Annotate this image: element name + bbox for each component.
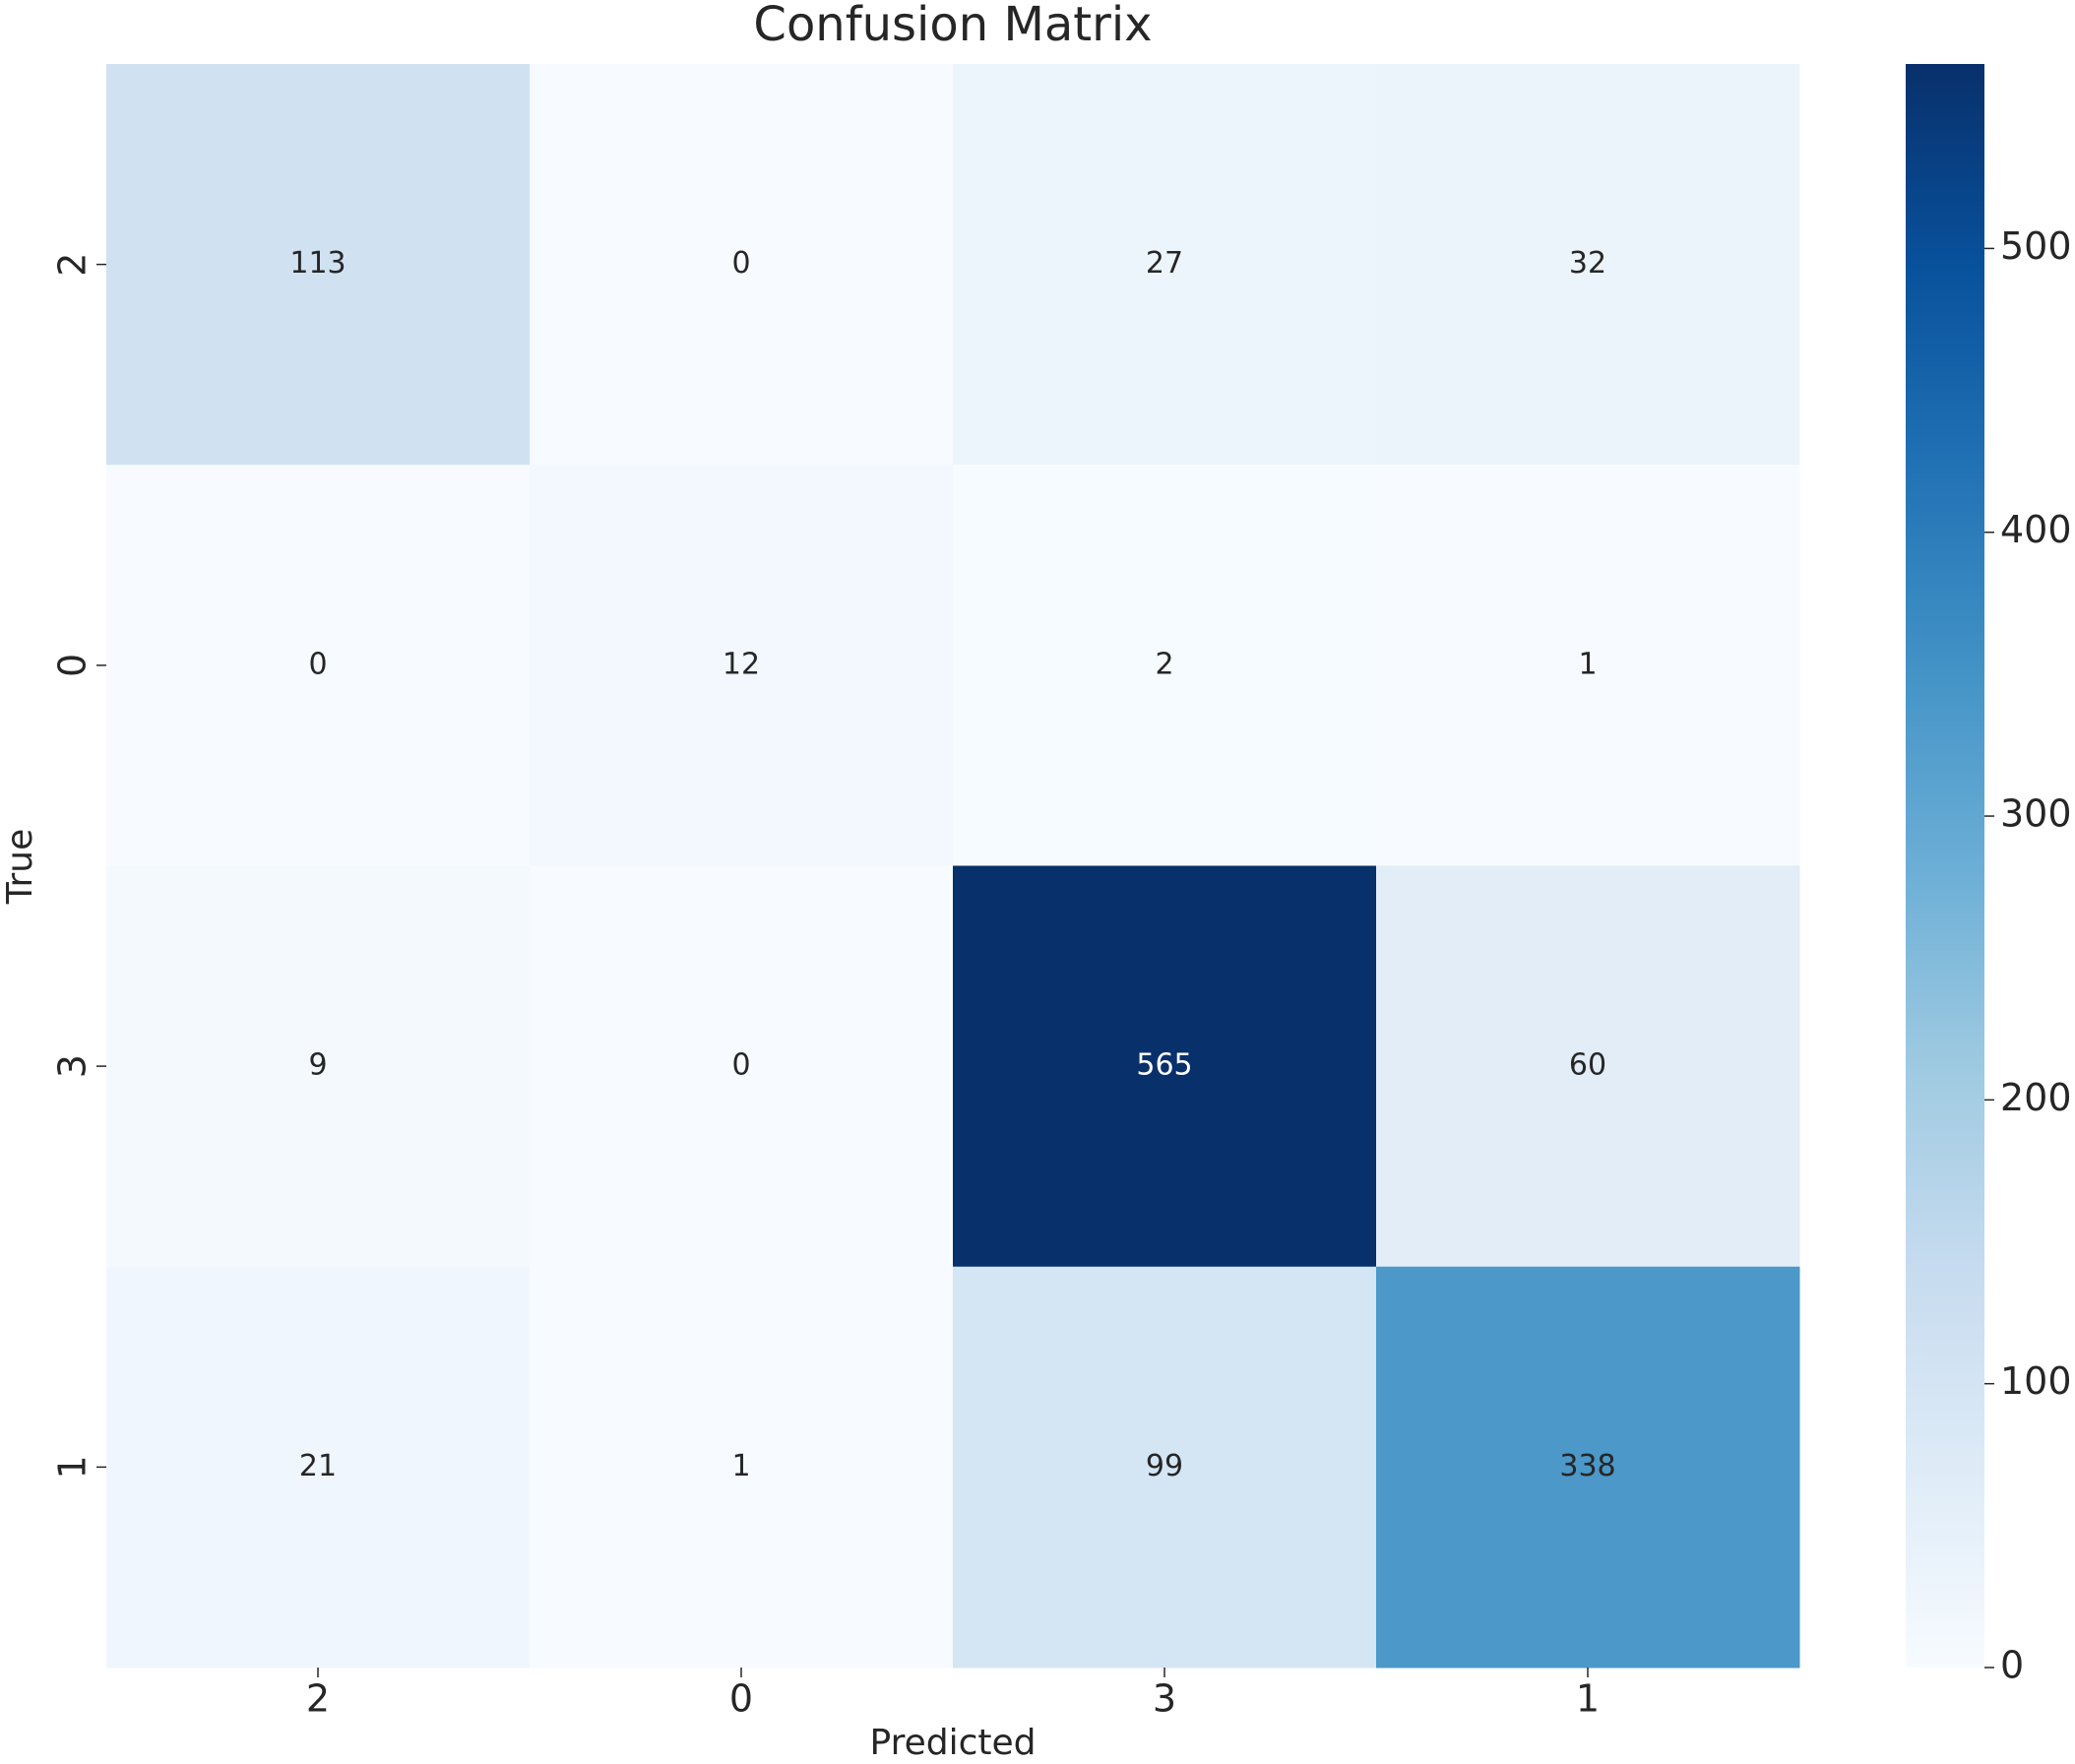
cell-label: 12 (723, 647, 760, 681)
y-tick-label: 1 (51, 1455, 94, 1479)
cell-label: 565 (1136, 1048, 1192, 1083)
colorbar-tick-label: 200 (2000, 1076, 2072, 1119)
colorbar-tick-label: 0 (2000, 1644, 2024, 1687)
x-tick-label: 3 (1153, 1677, 1176, 1721)
cell-label: 2 (1155, 647, 1173, 681)
y-tick-label: 0 (51, 654, 94, 677)
chart-title: Confusion Matrix (753, 0, 1152, 52)
colorbar-tick-label: 300 (2000, 792, 2072, 836)
cell-label: 338 (1559, 1449, 1615, 1483)
heatmap-cell (530, 64, 954, 466)
cell-label: 60 (1569, 1048, 1606, 1083)
heatmap-cell (530, 465, 954, 866)
heatmap-cell (953, 465, 1377, 866)
heatmap-cell (953, 865, 1377, 1268)
x-tick-label: 2 (306, 1677, 330, 1721)
heatmap-cell (1376, 64, 1800, 466)
y-tick-label: 3 (51, 1054, 94, 1078)
cell-label: 0 (731, 1048, 750, 1083)
heatmap-cell (1376, 465, 1800, 866)
heatmap-cell (530, 865, 954, 1268)
y-axis-label: True (0, 829, 40, 905)
colorbar-tick-label: 400 (2000, 508, 2072, 551)
colorbar (1906, 64, 1984, 1668)
heatmap-cell (1376, 865, 1800, 1268)
cell-label: 113 (289, 246, 346, 281)
colorbar-tick-label: 500 (2000, 224, 2072, 268)
colorbar-tick-label: 100 (2000, 1359, 2072, 1403)
x-tick-label: 0 (729, 1677, 753, 1721)
heatmap-cell (106, 64, 531, 466)
cell-label: 1 (731, 1449, 750, 1483)
heatmap-cell (953, 1266, 1377, 1669)
heatmap-cell (106, 865, 531, 1268)
cell-label: 99 (1146, 1449, 1183, 1483)
cell-label: 1 (1578, 647, 1597, 681)
heatmap-cell (1376, 1266, 1800, 1669)
cell-label: 32 (1569, 246, 1606, 281)
cell-label: 0 (308, 647, 327, 681)
cell-label: 27 (1146, 246, 1183, 281)
heatmap-cell (530, 1266, 954, 1669)
x-tick-label: 1 (1576, 1677, 1600, 1721)
cell-label: 0 (731, 246, 750, 281)
cell-label: 21 (299, 1449, 337, 1483)
heatmap-cell (106, 1266, 531, 1669)
x-axis-label: Predicted (870, 1723, 1037, 1763)
y-tick-label: 2 (51, 253, 94, 277)
heatmap-cell (953, 64, 1377, 466)
cell-label: 9 (308, 1048, 327, 1083)
heatmap-cell (106, 465, 531, 866)
